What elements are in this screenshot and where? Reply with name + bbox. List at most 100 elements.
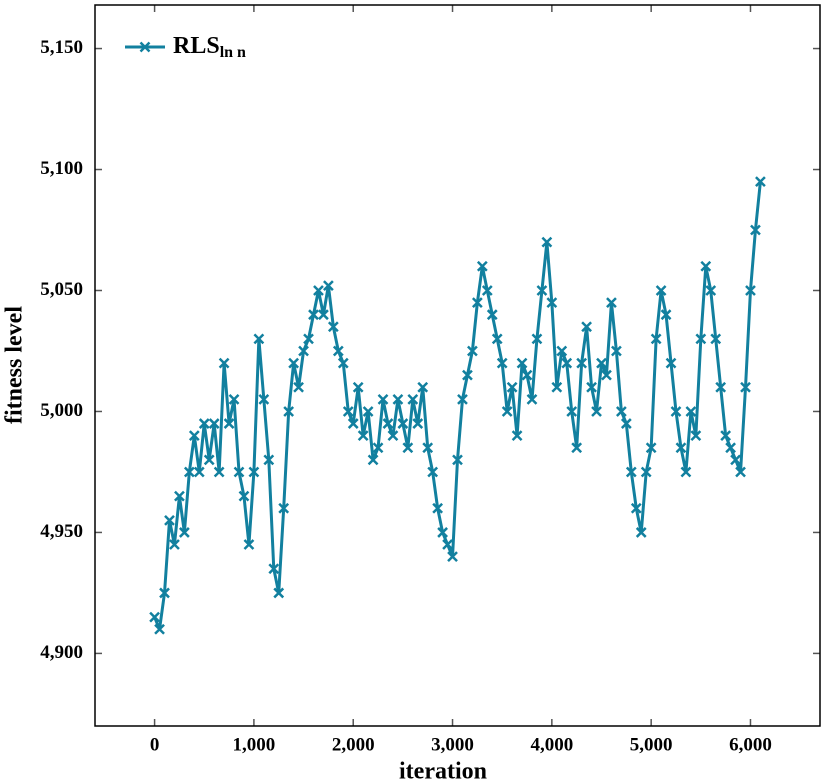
data-marker [198, 418, 210, 429]
data-marker [337, 357, 349, 369]
data-marker [630, 502, 642, 514]
legend-name: RLS [173, 33, 220, 59]
legend-subscript: ln n [220, 44, 246, 61]
data-marker [452, 454, 463, 466]
x-tick-label: 2,000 [332, 734, 375, 755]
data-marker [347, 418, 359, 429]
data-marker [680, 466, 692, 478]
x-tick-label: 6,000 [729, 734, 772, 755]
data-marker [332, 345, 344, 357]
data-marker [447, 551, 458, 563]
data-marker [730, 454, 741, 466]
data-marker [601, 369, 612, 381]
data-marker [536, 285, 548, 296]
data-marker [427, 466, 439, 478]
data-marker [382, 418, 394, 429]
data-marker [248, 466, 260, 478]
data-marker [467, 345, 478, 357]
data-marker [412, 418, 424, 429]
data-marker [238, 490, 250, 502]
data-marker [397, 418, 409, 429]
data-marker [293, 381, 304, 393]
data-marker [710, 333, 722, 345]
data-marker [303, 333, 314, 345]
data-marker [174, 490, 185, 502]
data-marker [357, 430, 369, 442]
data-marker [243, 539, 255, 550]
data-marker [750, 224, 761, 236]
data-marker [193, 466, 205, 478]
x-tick-label: 3,000 [431, 734, 474, 755]
data-marker [690, 430, 702, 442]
data-marker [437, 527, 448, 538]
data-marker [541, 236, 553, 248]
y-tick-label: 5,150 [40, 37, 83, 58]
data-marker [561, 357, 573, 369]
data-marker [342, 406, 354, 417]
data-marker [213, 466, 225, 478]
data-marker [188, 430, 200, 442]
data-marker [695, 333, 707, 345]
y-tick-label: 4,900 [40, 642, 83, 663]
data-marker [308, 309, 319, 321]
data-marker [645, 442, 657, 454]
data-marker [566, 406, 578, 417]
y-tick-label: 5,100 [40, 158, 83, 179]
y-tick-label: 4,950 [40, 521, 83, 542]
data-marker [258, 393, 270, 405]
data-marker [611, 345, 622, 357]
data-marker [556, 345, 568, 357]
data-marker [670, 406, 682, 417]
data-marker [313, 285, 324, 296]
data-marker [149, 611, 160, 623]
x-tick-label: 1,000 [233, 734, 276, 755]
data-marker [327, 321, 339, 333]
legend-label: RLSln n [173, 33, 246, 61]
data-marker [486, 309, 498, 321]
data-marker [298, 345, 309, 357]
data-marker [278, 502, 290, 514]
data-marker [685, 406, 697, 417]
data-marker [491, 333, 503, 345]
data-marker [606, 297, 617, 308]
data-marker [531, 333, 543, 345]
data-marker [755, 176, 766, 188]
data-marker [715, 381, 727, 393]
data-marker [571, 442, 583, 454]
data-marker [481, 285, 493, 296]
data-marker [392, 393, 404, 405]
y-axis-label: fitness level [2, 306, 28, 424]
data-marker [203, 454, 215, 466]
data-marker [640, 466, 652, 478]
data-marker [457, 393, 468, 405]
x-tick-label: 5,000 [630, 734, 673, 755]
data-marker [521, 369, 533, 381]
data-marker [581, 321, 592, 333]
data-marker [273, 587, 285, 599]
data-marker [268, 563, 280, 575]
data-marker [745, 285, 756, 296]
data-marker [377, 393, 389, 405]
data-marker [551, 381, 563, 393]
x-tick-label: 4,000 [530, 734, 573, 755]
data-marker [169, 539, 180, 550]
data-marker [422, 442, 434, 454]
y-tick-label: 5,050 [40, 279, 83, 300]
data-marker [223, 418, 235, 429]
data-marker [352, 381, 364, 393]
data-marker [402, 442, 414, 454]
data-marker [318, 309, 329, 321]
data-marker [179, 527, 190, 538]
data-marker [596, 357, 607, 369]
data-marker [218, 357, 230, 369]
data-marker [263, 454, 275, 466]
data-marker [387, 430, 399, 442]
data-marker [154, 623, 165, 635]
x-axis-label: iteration [399, 759, 487, 784]
data-marker [665, 357, 677, 369]
data-marker [516, 357, 528, 369]
data-marker [546, 297, 558, 308]
data-marker [288, 357, 300, 369]
data-marker [501, 406, 513, 417]
